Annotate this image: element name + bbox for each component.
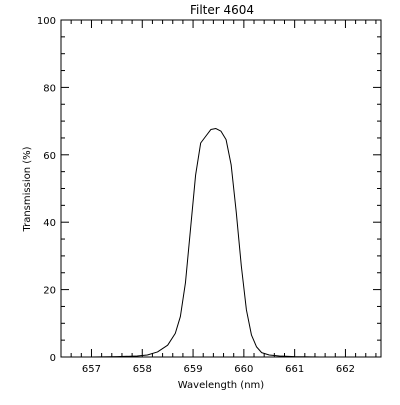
x-tick-label: 660 xyxy=(234,364,253,375)
x-tick-label: 659 xyxy=(184,364,203,375)
series-layer xyxy=(63,128,379,358)
axis-tick-labels: 657 658 659 660 661 662 0 20 40 60 80 100 xyxy=(37,16,355,375)
y-axis-title: Transmission (%) xyxy=(22,146,33,232)
y-tick-label: 0 xyxy=(50,353,56,364)
x-tick-label: 658 xyxy=(133,364,152,375)
plot-frame xyxy=(60,19,382,358)
chart-title: Filter 4604 xyxy=(190,3,254,17)
axis-ticks xyxy=(60,19,381,358)
y-tick-label: 100 xyxy=(37,16,56,27)
x-axis-title: Wavelength (nm) xyxy=(178,380,264,391)
y-tick-label: 40 xyxy=(43,218,56,229)
x-tick-label: 661 xyxy=(285,364,304,375)
x-tick-label: 657 xyxy=(82,364,101,375)
y-tick-label: 20 xyxy=(43,286,56,297)
y-tick-label: 80 xyxy=(43,83,56,94)
series-line xyxy=(63,128,379,358)
x-tick-label: 662 xyxy=(336,364,355,375)
y-tick-label: 60 xyxy=(43,151,56,162)
